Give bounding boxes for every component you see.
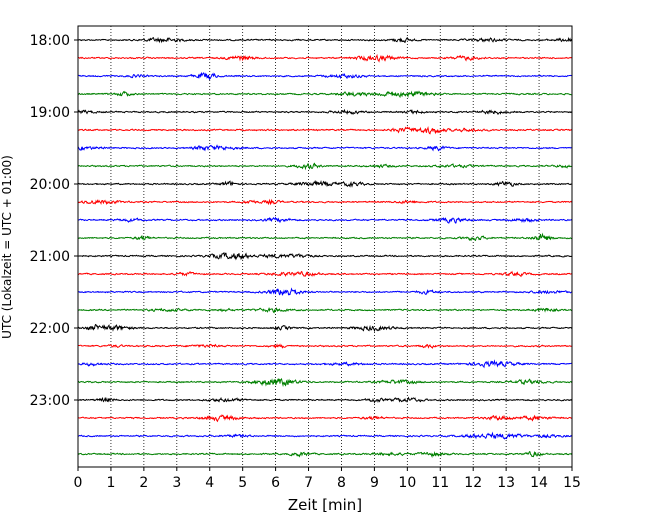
trace-line: [77, 179, 573, 188]
x-axis-label: Zeit [min]: [288, 496, 362, 514]
y-axis-label: UTC (Lokalzeit = UTC + 01:00): [0, 155, 14, 339]
x-tick-label: 10: [398, 475, 416, 491]
x-tick-label: 7: [304, 475, 313, 491]
trace-line: [77, 232, 573, 242]
y-tick-label: 23:00: [30, 393, 70, 409]
seismic-traces: [77, 36, 573, 458]
trace-line: [77, 71, 572, 81]
x-tick-label: 0: [74, 475, 83, 491]
y-tick-label: 18:00: [30, 33, 70, 49]
x-tick-label: 9: [370, 475, 379, 491]
trace-line: [77, 359, 573, 369]
x-tick-label: 14: [530, 475, 548, 491]
x-tick-label: 4: [205, 475, 214, 491]
trace-line: [77, 414, 573, 423]
x-axis-ticks: 0 1 2 3 4 5 6 7 8 9 10 11 12 13 14 15: [74, 467, 581, 491]
trace-line: [77, 377, 573, 388]
x-tick-label: 6: [271, 475, 280, 491]
y-tick-label: 19:00: [30, 105, 70, 121]
x-tick-label: 15: [563, 475, 581, 491]
trace-line: [77, 306, 573, 314]
x-tick-label: 2: [139, 475, 148, 491]
trace-line: [77, 270, 573, 278]
x-tick-label: 1: [106, 475, 115, 491]
trace-line: [77, 287, 573, 296]
y-axis-ticks: 18:00 19:00 20:00 21:00 22:00 23:00: [30, 33, 78, 409]
trace-line: [77, 216, 573, 224]
trace-line: [77, 431, 572, 440]
trace-line: [77, 450, 573, 458]
trace-line: [77, 144, 573, 152]
y-tick-label: 22:00: [30, 321, 70, 337]
x-tick-label: 3: [172, 475, 181, 491]
trace-line: [77, 343, 572, 349]
trace-line: [77, 252, 573, 261]
trace-line: [77, 198, 573, 206]
trace-line: [77, 90, 573, 99]
trace-line: [77, 36, 573, 44]
x-tick-label: 12: [464, 475, 482, 491]
x-tick-label: 13: [497, 475, 515, 491]
x-tick-label: 8: [337, 475, 346, 491]
plot-frame: [77, 25, 573, 468]
trace-line: [77, 108, 573, 116]
vertical-grid: [110, 26, 540, 467]
trace-line: [77, 53, 573, 63]
trace-line: [77, 125, 573, 135]
trace-line: [77, 396, 573, 404]
x-tick-label: 11: [431, 475, 449, 491]
trace-line: [77, 162, 573, 171]
y-tick-label: 21:00: [30, 249, 70, 265]
y-tick-label: 20:00: [30, 177, 70, 193]
x-tick-label: 5: [238, 475, 247, 491]
trace-line: [77, 323, 573, 333]
